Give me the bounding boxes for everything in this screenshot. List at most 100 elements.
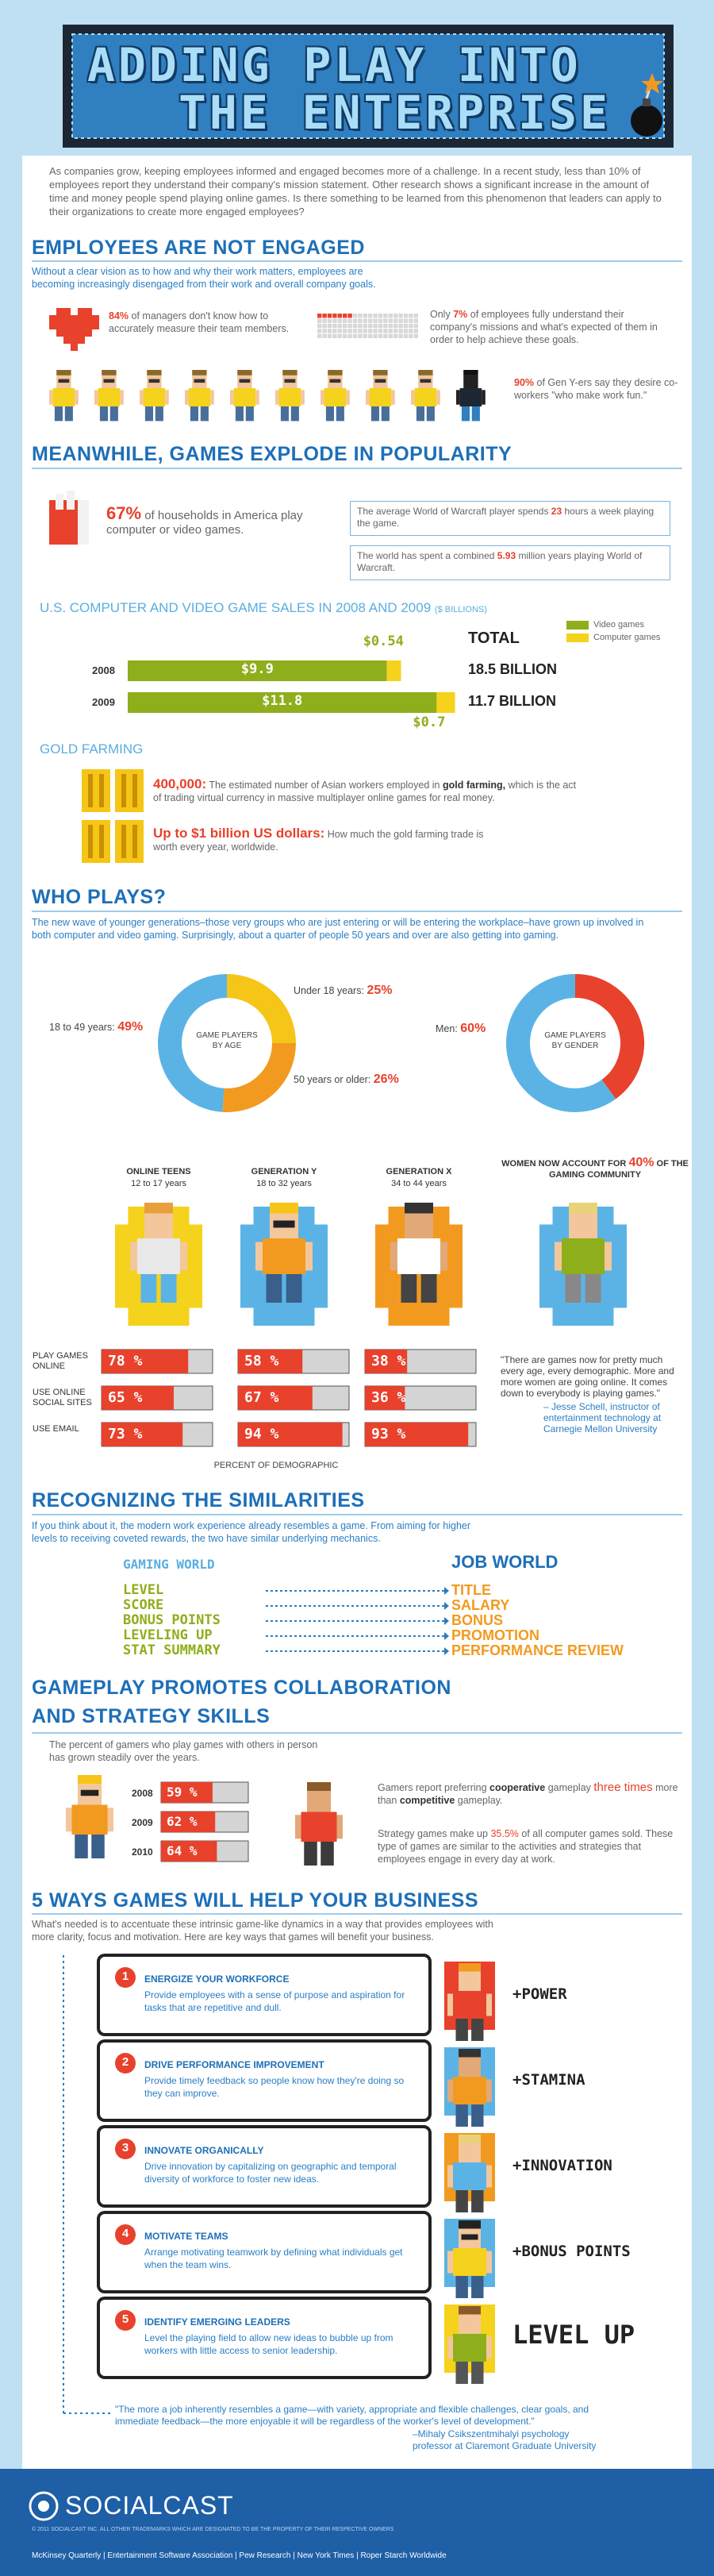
way-card <box>97 2297 432 2379</box>
figure-arm <box>230 390 234 405</box>
stat: Strategy games make up 35.5% of all comp… <box>378 1827 679 1866</box>
grid-cell <box>368 323 373 329</box>
bar-label: 94 % <box>244 1426 279 1442</box>
figure-arm <box>165 390 169 405</box>
stat-text: of managers don't know how to accurately… <box>109 310 290 334</box>
figure-leg <box>420 1274 437 1303</box>
donut-segment <box>226 974 296 1044</box>
heart-pixel <box>71 315 78 322</box>
figure-leg <box>190 406 199 422</box>
figure-eyes <box>461 2234 478 2240</box>
grid-cell <box>393 333 398 338</box>
figure-arm <box>75 390 79 405</box>
coin <box>82 820 110 863</box>
grid-cell <box>409 323 413 329</box>
bar <box>365 1423 469 1446</box>
figure <box>130 1203 187 1303</box>
heart-pixel <box>56 329 63 337</box>
quote-role: professor at Claremont Graduate Universi… <box>413 2440 597 2451</box>
figure-hair <box>463 370 478 375</box>
figure-hair <box>459 2220 481 2229</box>
figure-eyes <box>103 379 115 383</box>
way-number: 1 <box>121 1970 129 1983</box>
section-text: The percent of gamers who play games wit… <box>49 1739 318 1763</box>
way-text: Arrange motivating teamwork by defining … <box>144 2247 403 2270</box>
grid-cell <box>343 329 347 333</box>
figure <box>66 1775 113 1858</box>
grid-cell <box>373 318 378 323</box>
figure-leg <box>280 406 290 422</box>
stat: Only 7% of employees fully understand th… <box>430 308 668 346</box>
grid-cell <box>317 314 322 318</box>
axis-label: PERCENT OF DEMOGRAPHIC <box>213 1461 339 1470</box>
way-reward: +STAMINA <box>512 2071 585 2089</box>
figure-eyes <box>465 379 477 383</box>
way-badge <box>115 2224 136 2245</box>
grid-cell <box>358 333 363 338</box>
bar <box>238 1386 313 1410</box>
heart-pixel <box>85 322 92 329</box>
figure-leg <box>75 1835 88 1858</box>
way-card <box>97 2039 432 2122</box>
figure <box>447 2135 492 2212</box>
figure-body <box>137 1238 180 1274</box>
figure-eyes <box>461 2320 478 2326</box>
figure-arm <box>456 390 460 405</box>
grid-cell <box>347 329 352 333</box>
bar-label: 65 % <box>108 1389 143 1406</box>
figure-leg <box>325 406 335 422</box>
grid-cell <box>409 314 413 318</box>
figure-hair <box>147 370 162 375</box>
heart-pixel <box>85 329 92 337</box>
grid-cell <box>388 314 393 318</box>
grid-cell <box>378 314 383 318</box>
figure-leg <box>290 406 299 422</box>
figure-body <box>453 2334 486 2362</box>
figure-arm <box>390 1242 397 1271</box>
figure-eyes <box>80 1789 99 1796</box>
figure <box>295 1782 343 1866</box>
figure-arm <box>447 2336 453 2359</box>
grid-cell <box>347 333 352 338</box>
grid-cell <box>413 318 418 323</box>
figure-leg <box>455 2190 468 2212</box>
heart-pixel <box>63 337 71 344</box>
figure-hair <box>237 370 252 375</box>
figure-leg <box>426 406 435 422</box>
heart-pixel <box>71 344 78 351</box>
figure-arm <box>94 390 98 405</box>
figure-eyes <box>572 1220 594 1228</box>
bar <box>128 660 387 681</box>
figure-arm <box>482 390 486 405</box>
figure-leg <box>565 1274 582 1303</box>
person <box>140 370 169 422</box>
grid-cell <box>393 314 398 318</box>
bar-label: 67 % <box>244 1389 279 1406</box>
label-value: 25% <box>367 984 393 997</box>
figure-leg <box>144 406 154 422</box>
stat-value: three times <box>593 1781 653 1794</box>
grid-cell <box>317 323 322 329</box>
figure-arm <box>366 390 370 405</box>
figure-eyes <box>461 2148 478 2154</box>
stat-text: gameplay <box>547 1782 591 1793</box>
coin-mark <box>99 774 104 807</box>
stat-value: 84% <box>109 310 129 322</box>
figure-hair <box>307 1782 331 1792</box>
grid-cell <box>358 318 363 323</box>
figure-body <box>459 388 482 406</box>
bar-label: 93 % <box>371 1426 406 1442</box>
heart-pixel <box>92 322 99 329</box>
grid-cell <box>378 323 383 329</box>
grid-cell <box>398 318 403 323</box>
figure-body <box>453 2162 486 2190</box>
heart-pixel <box>85 308 92 315</box>
section-text: What's needed is to accentuate these int… <box>32 1919 493 1943</box>
way-number: 2 <box>121 2055 129 2069</box>
arrow-head <box>444 1617 449 1625</box>
figure-leg <box>471 2104 484 2127</box>
way-card <box>97 1954 432 2036</box>
figure-eyes <box>239 379 251 383</box>
hand-finger <box>67 491 75 510</box>
label-value: 26% <box>373 1072 399 1086</box>
